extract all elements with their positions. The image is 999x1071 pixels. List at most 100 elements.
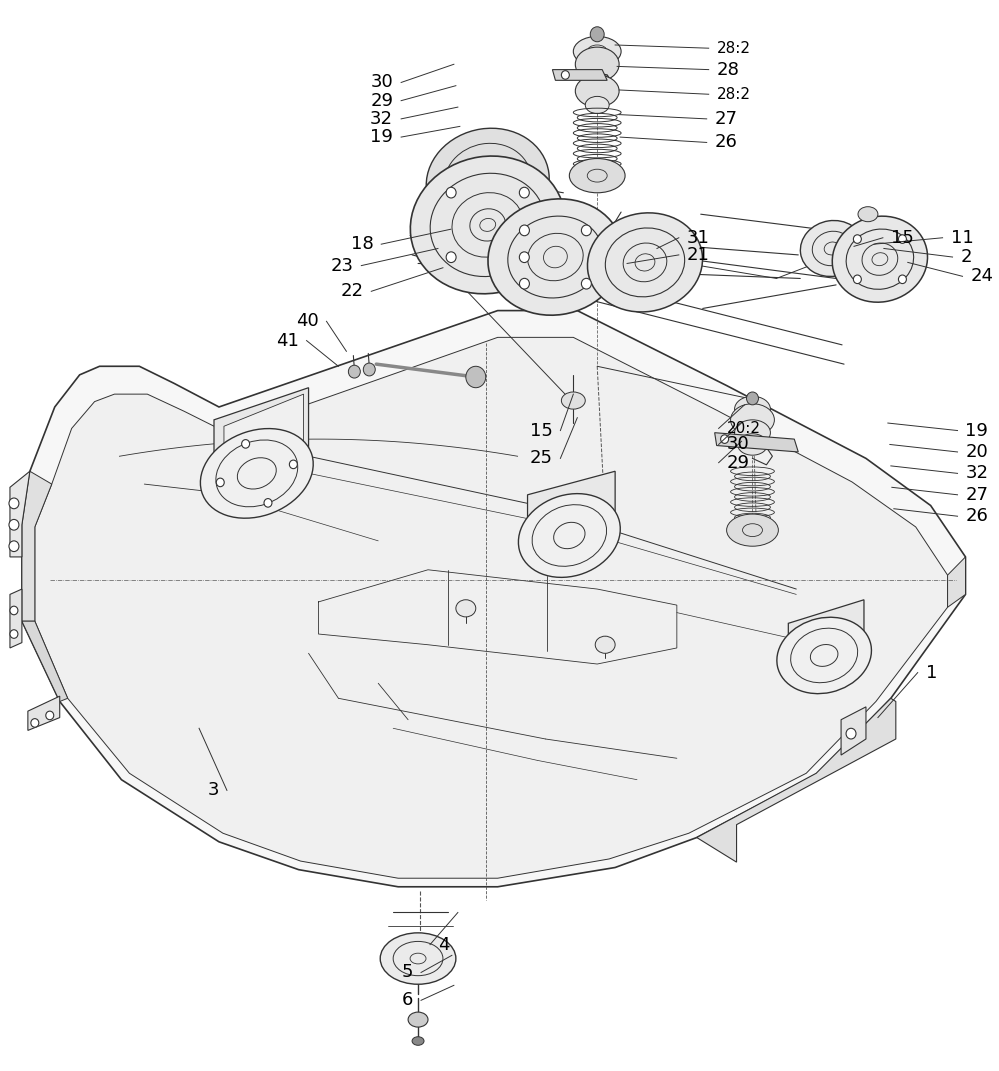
Text: 30: 30 [726, 436, 749, 453]
Text: 23: 23 [331, 257, 354, 274]
Text: 27: 27 [965, 486, 988, 503]
Polygon shape [22, 311, 965, 887]
Text: 24: 24 [970, 268, 993, 285]
Polygon shape [788, 600, 864, 677]
Text: 4: 4 [438, 936, 450, 953]
Circle shape [853, 275, 861, 284]
Circle shape [720, 435, 728, 443]
Ellipse shape [427, 129, 549, 236]
Text: 11: 11 [951, 229, 973, 246]
Ellipse shape [575, 47, 619, 81]
Circle shape [846, 728, 856, 739]
Text: 19: 19 [371, 129, 394, 146]
Text: 26: 26 [965, 508, 988, 525]
Polygon shape [35, 337, 948, 878]
Text: 26: 26 [714, 134, 737, 151]
Ellipse shape [726, 514, 778, 546]
Ellipse shape [777, 617, 871, 694]
Text: 28: 28 [716, 61, 739, 78]
Ellipse shape [800, 221, 864, 276]
Circle shape [10, 630, 18, 638]
Circle shape [9, 498, 19, 509]
Ellipse shape [518, 494, 620, 577]
Text: 41: 41 [276, 332, 299, 349]
Circle shape [364, 363, 376, 376]
Circle shape [746, 392, 758, 405]
Polygon shape [552, 70, 607, 80]
Text: 21: 21 [686, 246, 709, 263]
Circle shape [519, 225, 529, 236]
Text: 18: 18 [351, 236, 374, 253]
Circle shape [447, 252, 457, 262]
Polygon shape [28, 696, 60, 730]
Text: 29: 29 [726, 454, 749, 471]
Polygon shape [22, 621, 68, 702]
Text: 28:2: 28:2 [716, 41, 750, 56]
Circle shape [9, 541, 19, 552]
Ellipse shape [456, 600, 476, 617]
Text: 20: 20 [965, 443, 988, 461]
Ellipse shape [832, 216, 927, 302]
Ellipse shape [730, 404, 774, 436]
Circle shape [519, 278, 529, 289]
Text: 19: 19 [965, 422, 988, 439]
Text: 32: 32 [371, 110, 394, 127]
Ellipse shape [858, 207, 878, 222]
Polygon shape [10, 471, 30, 557]
Ellipse shape [561, 392, 585, 409]
Circle shape [581, 225, 591, 236]
Ellipse shape [409, 1012, 428, 1027]
Circle shape [242, 439, 250, 448]
Text: 15: 15 [891, 229, 914, 246]
Text: 3: 3 [208, 782, 219, 799]
Circle shape [898, 275, 906, 284]
Polygon shape [22, 471, 52, 621]
Text: 30: 30 [371, 74, 394, 91]
Ellipse shape [201, 428, 314, 518]
Circle shape [561, 71, 569, 79]
Circle shape [447, 187, 457, 198]
Circle shape [519, 187, 529, 198]
Polygon shape [10, 589, 22, 648]
Circle shape [290, 461, 298, 469]
Text: 6: 6 [402, 992, 413, 1009]
Polygon shape [696, 698, 896, 862]
Ellipse shape [411, 156, 565, 293]
Ellipse shape [734, 396, 770, 422]
Circle shape [46, 711, 54, 720]
Text: 29: 29 [371, 92, 394, 109]
Text: 2: 2 [960, 248, 972, 266]
Circle shape [898, 235, 906, 243]
Polygon shape [841, 707, 866, 755]
Polygon shape [948, 557, 965, 607]
Text: 40: 40 [296, 313, 319, 330]
Text: 20:2: 20:2 [726, 421, 760, 436]
Circle shape [853, 235, 861, 243]
Polygon shape [224, 394, 304, 480]
Polygon shape [486, 248, 557, 270]
Circle shape [31, 719, 39, 727]
Ellipse shape [587, 213, 702, 312]
Circle shape [216, 478, 224, 486]
Circle shape [581, 278, 591, 289]
Text: 25: 25 [529, 450, 552, 467]
Text: 31: 31 [686, 229, 709, 246]
Text: 27: 27 [714, 110, 737, 127]
Circle shape [519, 252, 529, 262]
Ellipse shape [412, 1037, 424, 1045]
Text: 28:2: 28:2 [716, 87, 750, 102]
Polygon shape [214, 388, 309, 486]
Text: 1: 1 [926, 664, 937, 681]
Text: 32: 32 [965, 465, 988, 482]
Ellipse shape [381, 933, 456, 984]
Ellipse shape [575, 75, 619, 107]
Text: 22: 22 [341, 283, 364, 300]
Circle shape [349, 365, 361, 378]
Ellipse shape [573, 36, 621, 66]
Circle shape [10, 606, 18, 615]
Ellipse shape [734, 420, 770, 446]
Text: 5: 5 [402, 964, 413, 981]
Ellipse shape [585, 96, 609, 114]
Text: 15: 15 [529, 422, 552, 439]
Ellipse shape [569, 159, 625, 193]
